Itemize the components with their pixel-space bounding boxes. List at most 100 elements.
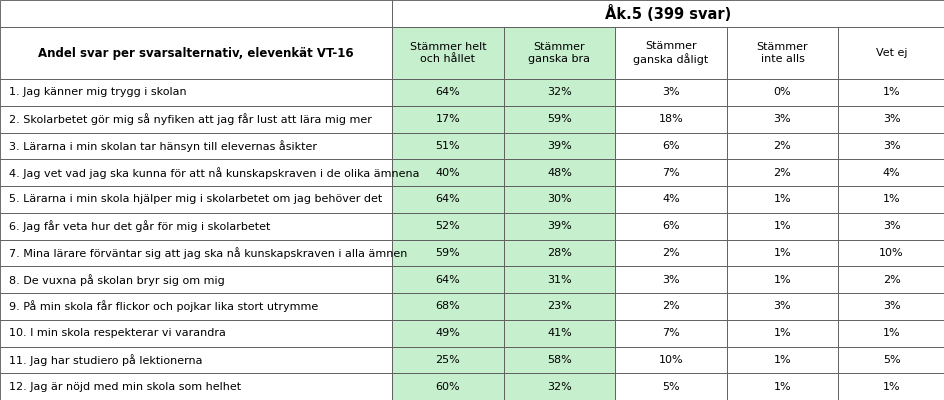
- Bar: [392, 373, 503, 400]
- Bar: [503, 346, 615, 373]
- Text: Stämmer
ganska bra: Stämmer ganska bra: [528, 42, 590, 64]
- Text: 1%: 1%: [773, 355, 790, 365]
- Bar: [0, 0, 392, 27]
- Text: 6. Jag får veta hur det går för mig i skolarbetet: 6. Jag får veta hur det går för mig i sk…: [9, 220, 271, 232]
- Bar: [0, 79, 392, 106]
- Text: 1%: 1%: [882, 382, 900, 392]
- Text: 17%: 17%: [435, 114, 460, 124]
- Bar: [615, 266, 726, 293]
- Text: 40%: 40%: [435, 168, 460, 178]
- Text: 1%: 1%: [773, 194, 790, 204]
- Bar: [615, 79, 726, 106]
- Text: 39%: 39%: [547, 141, 571, 151]
- Bar: [503, 320, 615, 346]
- Text: 25%: 25%: [435, 355, 460, 365]
- Text: 64%: 64%: [435, 194, 460, 204]
- Bar: [503, 79, 615, 106]
- Text: Andel svar per svarsalternativ, elevenkät VT-16: Andel svar per svarsalternativ, elevenkä…: [39, 46, 353, 60]
- Bar: [503, 373, 615, 400]
- Bar: [392, 106, 503, 132]
- Bar: [615, 373, 726, 400]
- Text: 41%: 41%: [547, 328, 571, 338]
- Text: 32%: 32%: [547, 87, 571, 97]
- Text: Stämmer
ganska dåligt: Stämmer ganska dåligt: [632, 41, 708, 65]
- Bar: [837, 320, 944, 346]
- Text: 64%: 64%: [435, 275, 460, 285]
- Text: 3. Lärarna i min skolan tar hänsyn till elevernas åsikter: 3. Lärarna i min skolan tar hänsyn till …: [9, 140, 317, 152]
- Text: 31%: 31%: [547, 275, 571, 285]
- Bar: [615, 293, 726, 320]
- Bar: [726, 106, 837, 132]
- Bar: [726, 373, 837, 400]
- Bar: [392, 320, 503, 346]
- Text: 52%: 52%: [435, 221, 460, 231]
- Bar: [837, 186, 944, 213]
- Bar: [392, 266, 503, 293]
- Bar: [837, 106, 944, 132]
- Text: Stämmer
inte alls: Stämmer inte alls: [756, 42, 807, 64]
- Text: 3%: 3%: [882, 114, 900, 124]
- Bar: [0, 159, 392, 186]
- Text: 58%: 58%: [547, 355, 571, 365]
- Bar: [726, 266, 837, 293]
- Text: 1%: 1%: [773, 275, 790, 285]
- Bar: [392, 186, 503, 213]
- Bar: [0, 213, 392, 240]
- Text: 39%: 39%: [547, 221, 571, 231]
- Text: 7%: 7%: [662, 168, 679, 178]
- Text: 5%: 5%: [882, 355, 900, 365]
- Bar: [615, 320, 726, 346]
- Bar: [615, 132, 726, 159]
- Bar: [726, 79, 837, 106]
- Text: 51%: 51%: [435, 141, 460, 151]
- Text: 3%: 3%: [662, 87, 679, 97]
- Bar: [0, 346, 392, 373]
- Bar: [503, 106, 615, 132]
- Bar: [726, 346, 837, 373]
- Bar: [615, 159, 726, 186]
- Text: 4%: 4%: [662, 194, 679, 204]
- Bar: [392, 213, 503, 240]
- Text: 5%: 5%: [662, 382, 679, 392]
- Text: 11. Jag har studiero på lektionerna: 11. Jag har studiero på lektionerna: [9, 354, 203, 366]
- Bar: [837, 27, 944, 79]
- Bar: [726, 132, 837, 159]
- Bar: [726, 213, 837, 240]
- Bar: [615, 240, 726, 266]
- Text: 2%: 2%: [662, 248, 679, 258]
- Bar: [615, 186, 726, 213]
- Text: 60%: 60%: [435, 382, 460, 392]
- Bar: [0, 27, 392, 79]
- Text: 10%: 10%: [658, 355, 683, 365]
- Text: 4%: 4%: [882, 168, 900, 178]
- Text: 2%: 2%: [662, 301, 679, 311]
- Text: 2%: 2%: [773, 168, 790, 178]
- Text: 18%: 18%: [658, 114, 683, 124]
- Text: 8. De vuxna på skolan bryr sig om mig: 8. De vuxna på skolan bryr sig om mig: [9, 274, 225, 286]
- Text: 1%: 1%: [882, 328, 900, 338]
- Bar: [837, 79, 944, 106]
- Text: 2%: 2%: [773, 141, 790, 151]
- Text: 2%: 2%: [882, 275, 900, 285]
- Bar: [0, 186, 392, 213]
- Text: 3%: 3%: [662, 275, 679, 285]
- Text: 28%: 28%: [547, 248, 571, 258]
- Bar: [392, 79, 503, 106]
- Bar: [615, 346, 726, 373]
- Bar: [503, 266, 615, 293]
- Text: 7%: 7%: [662, 328, 679, 338]
- Text: 1%: 1%: [882, 194, 900, 204]
- Text: Åk.5 (399 svar): Åk.5 (399 svar): [605, 5, 731, 22]
- Bar: [392, 0, 944, 27]
- Text: 2. Skolarbetet gör mig så nyfiken att jag får lust att lära mig mer: 2. Skolarbetet gör mig så nyfiken att ja…: [9, 113, 372, 125]
- Bar: [503, 27, 615, 79]
- Bar: [837, 240, 944, 266]
- Bar: [837, 213, 944, 240]
- Bar: [726, 27, 837, 79]
- Bar: [615, 27, 726, 79]
- Text: 1%: 1%: [882, 87, 900, 97]
- Bar: [392, 346, 503, 373]
- Text: 5. Lärarna i min skola hjälper mig i skolarbetet om jag behöver det: 5. Lärarna i min skola hjälper mig i sko…: [9, 194, 382, 204]
- Text: 0%: 0%: [773, 87, 790, 97]
- Bar: [615, 106, 726, 132]
